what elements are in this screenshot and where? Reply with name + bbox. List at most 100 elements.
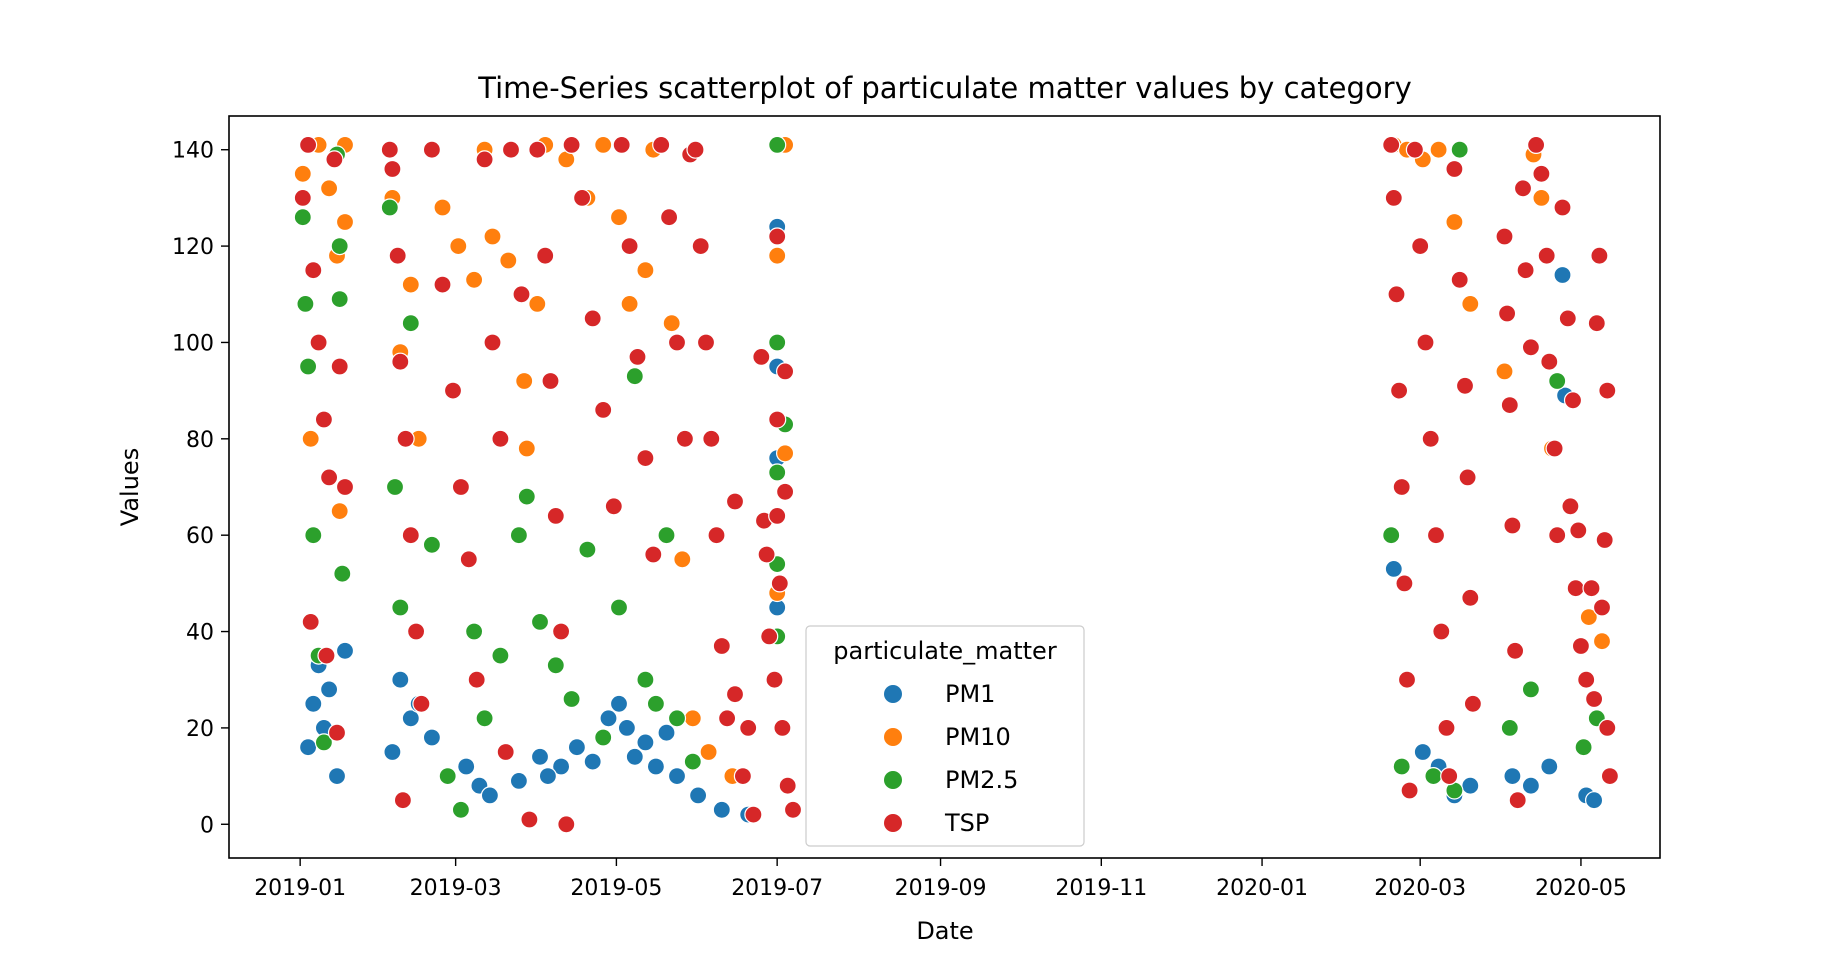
point-pm10 [662,314,681,333]
point-tsp [1584,689,1604,709]
point-tsp [396,429,415,448]
legend-marker-pm1 [884,685,902,703]
y-tick-label: 40 [186,621,214,646]
y-axis: 0 20 40 60 80 100 120 140 [172,139,229,838]
legend-marker-tsp [884,814,902,832]
point-tsp [768,410,787,429]
point-pm25 [546,656,565,675]
y-tick-label: 20 [186,717,214,742]
point-tsp [314,410,333,429]
point-tsp [1577,670,1596,689]
x-tick-label: 2019-01 [254,876,346,901]
point-pm1 [1384,559,1403,579]
point-tsp [528,140,547,159]
point-tsp [1500,396,1519,415]
point-tsp [551,622,571,641]
point-pm25 [768,333,787,352]
point-pm25 [625,367,644,386]
point-tsp [443,381,463,400]
points-layer [293,135,1620,834]
point-pm25 [1424,766,1443,786]
legend-marker-pm25 [884,771,902,789]
point-pm1 [304,694,323,713]
y-tick-label: 0 [200,813,214,838]
legend-label-pm10: PM10 [945,723,1011,751]
point-tsp [628,347,647,366]
point-pm10 [293,164,312,183]
point-pm10 [335,212,355,232]
point-tsp [1503,516,1522,535]
point-tsp [1513,179,1533,198]
point-tsp [1561,497,1580,516]
point-tsp [752,347,771,366]
point-tsp [1455,376,1475,395]
point-pm25 [330,290,349,309]
point-tsp [572,188,592,207]
point-tsp [383,159,402,179]
point-tsp [325,150,344,169]
point-pm25 [385,477,405,497]
point-pm10 [449,237,468,256]
point-tsp [644,545,663,564]
point-tsp [433,275,452,294]
point-tsp [1558,309,1577,328]
x-tick-label: 2019-03 [410,876,502,901]
point-pm10 [620,294,639,313]
point-tsp [702,429,721,448]
point-tsp [1382,135,1401,154]
point-tsp [775,482,795,501]
point-tsp [744,805,763,824]
point-tsp [388,246,407,265]
point-tsp [1426,526,1446,545]
point-tsp [675,429,695,448]
x-tick-label: 2019-05 [570,876,662,901]
point-tsp [652,135,671,154]
point-tsp [562,135,581,154]
point-tsp [1495,227,1514,246]
legend-title: particulate_matter [833,637,1057,665]
point-tsp [1566,579,1585,598]
point-pm1 [383,742,402,762]
point-pm10 [1495,362,1514,381]
point-tsp [304,261,323,280]
point-pm10 [517,439,536,458]
point-tsp [760,627,779,646]
point-pm25 [609,598,629,617]
point-pm1 [667,766,687,786]
y-tick-label: 120 [172,235,214,260]
point-tsp [520,810,539,829]
y-tick-label: 80 [186,428,214,453]
point-pm10 [594,135,613,154]
point-tsp [1387,285,1406,304]
point-tsp [1516,261,1535,280]
point-tsp [1598,381,1617,400]
point-pm10 [515,371,534,391]
point-tsp [1548,526,1567,545]
point-pm25 [636,670,655,689]
point-pm10 [483,227,502,246]
x-axis: 2019-01 2019-03 2019-05 2019-07 2019-09 2019-… [254,858,1627,901]
point-tsp [691,237,710,256]
point-pm10 [683,709,702,728]
point-pm25 [562,689,581,709]
point-tsp [301,612,320,632]
point-tsp [317,646,336,665]
point-tsp [541,371,560,391]
x-tick-label: 2019-11 [1055,876,1147,901]
point-tsp [557,815,576,834]
point-tsp [712,636,731,656]
point-pm25 [422,535,441,554]
point-tsp [1590,246,1609,265]
point-tsp [757,545,776,564]
x-tick-label: 2019-09 [895,876,987,901]
point-tsp [1389,381,1409,400]
point-tsp [1540,352,1559,371]
point-tsp [1537,246,1556,265]
point-pm10 [1461,294,1480,313]
point-pm10 [528,294,547,313]
point-tsp [293,188,312,207]
point-tsp [768,506,787,526]
point-tsp [612,135,631,154]
point-tsp [739,718,758,738]
